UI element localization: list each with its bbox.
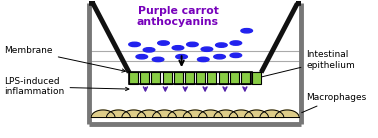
Bar [218, 72, 228, 84]
Circle shape [143, 48, 155, 52]
Polygon shape [229, 110, 253, 117]
Circle shape [241, 29, 253, 33]
Bar [129, 72, 252, 84]
Text: LPS-induced
inflammation: LPS-induced inflammation [4, 77, 129, 96]
Bar [208, 72, 217, 84]
Bar [174, 72, 183, 84]
Circle shape [176, 55, 187, 59]
Polygon shape [183, 110, 207, 117]
Circle shape [201, 47, 213, 51]
Bar [252, 72, 261, 84]
Bar [140, 72, 149, 84]
Circle shape [172, 46, 184, 50]
Bar [241, 72, 250, 84]
Polygon shape [152, 110, 177, 117]
Polygon shape [168, 110, 192, 117]
Polygon shape [214, 110, 238, 117]
Circle shape [129, 42, 140, 47]
Bar [230, 72, 239, 84]
Polygon shape [122, 110, 146, 117]
Polygon shape [275, 110, 299, 117]
Polygon shape [245, 110, 268, 117]
Circle shape [215, 43, 227, 47]
Bar [151, 72, 160, 84]
Bar [129, 72, 138, 84]
Circle shape [152, 57, 164, 62]
Circle shape [230, 41, 242, 45]
Circle shape [214, 55, 225, 59]
Text: Purple carrot
anthocyanins: Purple carrot anthocyanins [137, 6, 219, 27]
Circle shape [197, 57, 209, 62]
Circle shape [230, 53, 242, 58]
Circle shape [158, 41, 169, 45]
Bar [163, 72, 172, 84]
Circle shape [136, 55, 147, 59]
Text: Intestinal
epithelium: Intestinal epithelium [260, 50, 355, 77]
Bar [185, 72, 194, 84]
Bar [196, 72, 205, 84]
Polygon shape [107, 110, 130, 117]
Polygon shape [198, 110, 222, 117]
Polygon shape [260, 110, 284, 117]
Polygon shape [137, 110, 161, 117]
Polygon shape [91, 110, 115, 117]
Text: Membrane: Membrane [4, 46, 125, 72]
Text: Macrophages: Macrophages [302, 93, 367, 113]
Circle shape [187, 42, 198, 47]
